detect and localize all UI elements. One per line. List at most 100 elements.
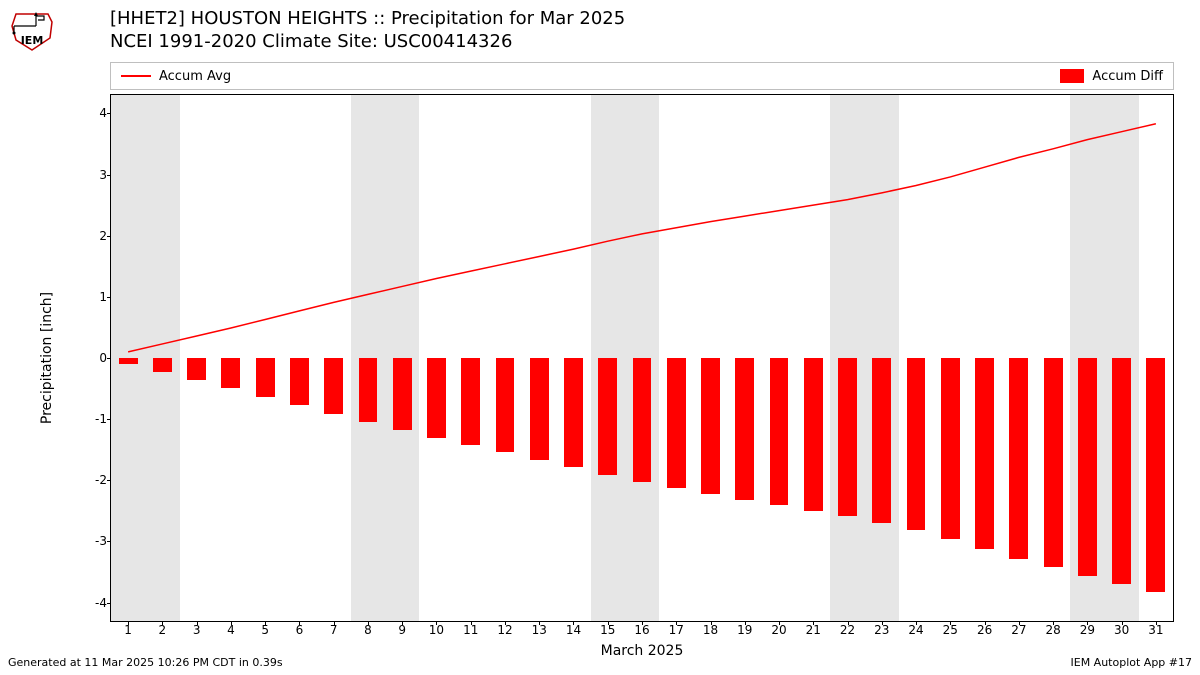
footer-generated: Generated at 11 Mar 2025 10:26 PM CDT in… (8, 656, 283, 669)
accum-diff-bar (1112, 358, 1131, 584)
accum-diff-bar (359, 358, 378, 422)
x-tick-mark (745, 621, 746, 625)
x-tick-label: 3 (193, 623, 201, 637)
accum-diff-bar (427, 358, 446, 438)
accum-diff-bar (872, 358, 891, 523)
x-tick-label: 21 (806, 623, 821, 637)
y-tick-label: 2 (81, 229, 107, 243)
accum-diff-bar (221, 358, 240, 388)
x-tick-mark (265, 621, 266, 625)
x-tick-label: 16 (634, 623, 649, 637)
chart-title-line2: NCEI 1991-2020 Climate Site: USC00414326 (110, 31, 625, 54)
accum-diff-bar (256, 358, 275, 397)
x-tick-mark (573, 621, 574, 625)
x-tick-label: 23 (874, 623, 889, 637)
y-tick-label: 0 (81, 351, 107, 365)
x-tick-mark (334, 621, 335, 625)
x-tick-label: 18 (703, 623, 718, 637)
x-tick-label: 2 (159, 623, 167, 637)
legend-item-bar: Accum Diff (1060, 69, 1163, 84)
accum-diff-bar (735, 358, 754, 500)
legend: Accum Avg Accum Diff (110, 62, 1174, 90)
x-tick-mark (608, 621, 609, 625)
accum-diff-bar (153, 358, 172, 372)
x-tick-mark (436, 621, 437, 625)
chart-axes: Precipitation [inch] March 2025 -4-3-2-1… (110, 94, 1174, 622)
x-tick-mark (779, 621, 780, 625)
y-tick-mark (107, 480, 111, 481)
y-tick-mark (107, 419, 111, 420)
x-tick-label: 4 (227, 623, 235, 637)
accum-diff-bar (1078, 358, 1097, 576)
y-tick-mark (107, 113, 111, 114)
accum-diff-bar (187, 358, 206, 380)
y-tick-label: -3 (81, 534, 107, 548)
accum-diff-bar (667, 358, 686, 488)
x-tick-label: 11 (463, 623, 478, 637)
x-tick-mark (402, 621, 403, 625)
x-tick-mark (1053, 621, 1054, 625)
x-tick-mark (299, 621, 300, 625)
x-tick-label: 12 (497, 623, 512, 637)
x-tick-mark (1122, 621, 1123, 625)
x-tick-label: 13 (532, 623, 547, 637)
x-tick-mark (1019, 621, 1020, 625)
accum-diff-bar (324, 358, 343, 414)
legend-bar-label: Accum Diff (1092, 69, 1163, 84)
x-tick-label: 9 (398, 623, 406, 637)
accum-diff-bar (633, 358, 652, 482)
x-tick-label: 14 (566, 623, 581, 637)
footer-app: IEM Autoplot App #17 (1071, 656, 1193, 669)
accum-diff-bar (530, 358, 549, 460)
accum-diff-bar (975, 358, 994, 549)
y-tick-mark (107, 603, 111, 604)
iem-logo: IEM (8, 8, 56, 52)
x-tick-label: 26 (977, 623, 992, 637)
x-tick-mark (505, 621, 506, 625)
accum-diff-bar (941, 358, 960, 539)
x-tick-mark (128, 621, 129, 625)
x-tick-mark (950, 621, 951, 625)
y-tick-mark (107, 236, 111, 237)
x-tick-mark (848, 621, 849, 625)
accum-diff-bar (393, 358, 412, 430)
accum-diff-bar (598, 358, 617, 475)
legend-line-label: Accum Avg (159, 69, 231, 84)
svg-text:IEM: IEM (21, 34, 44, 47)
x-tick-label: 7 (330, 623, 338, 637)
x-tick-label: 31 (1148, 623, 1163, 637)
y-tick-mark (107, 541, 111, 542)
x-tick-label: 29 (1080, 623, 1095, 637)
x-tick-mark (162, 621, 163, 625)
x-tick-mark (231, 621, 232, 625)
accum-diff-bar (564, 358, 583, 467)
y-tick-label: -2 (81, 473, 107, 487)
x-tick-label: 28 (1045, 623, 1060, 637)
x-tick-label: 20 (771, 623, 786, 637)
y-tick-label: 3 (81, 168, 107, 182)
x-tick-label: 30 (1114, 623, 1129, 637)
chart-title-block: [HHET2] HOUSTON HEIGHTS :: Precipitation… (110, 8, 625, 53)
y-tick-label: -4 (81, 596, 107, 610)
y-axis-label: Precipitation [inch] (39, 292, 55, 424)
accum-diff-bar (119, 358, 138, 364)
accum-diff-bar (1009, 358, 1028, 559)
x-tick-label: 22 (840, 623, 855, 637)
chart-title-line1: [HHET2] HOUSTON HEIGHTS :: Precipitation… (110, 8, 625, 31)
accum-diff-bar (907, 358, 926, 530)
x-tick-label: 17 (669, 623, 684, 637)
x-tick-mark (985, 621, 986, 625)
x-tick-mark (916, 621, 917, 625)
x-tick-mark (1087, 621, 1088, 625)
x-tick-mark (676, 621, 677, 625)
x-tick-label: 15 (600, 623, 615, 637)
accum-diff-bar (496, 358, 515, 452)
legend-bar-swatch (1060, 69, 1084, 83)
x-tick-mark (1156, 621, 1157, 625)
x-axis-label: March 2025 (601, 643, 684, 659)
plot-area: Accum Avg Accum Diff Precipitation [inch… (110, 62, 1174, 622)
x-tick-label: 24 (908, 623, 923, 637)
x-tick-mark (368, 621, 369, 625)
x-tick-label: 8 (364, 623, 372, 637)
x-tick-mark (711, 621, 712, 625)
